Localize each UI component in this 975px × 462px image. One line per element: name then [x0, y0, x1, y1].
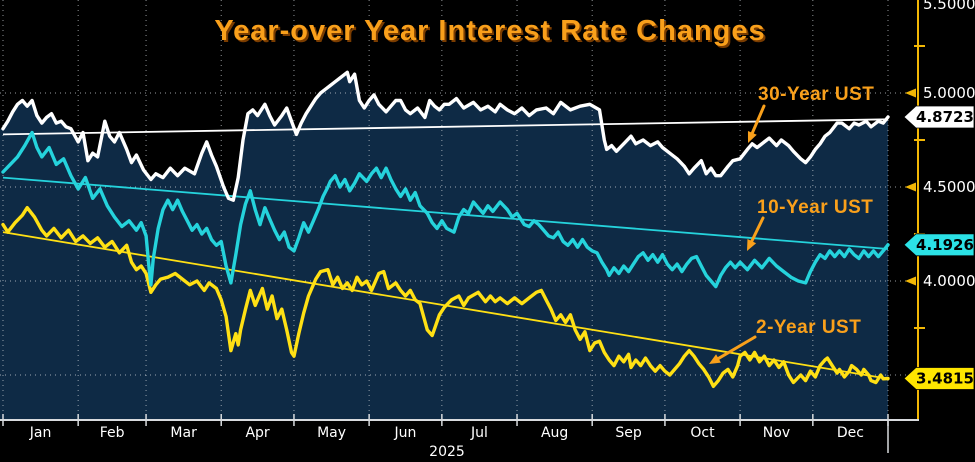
value-badge-10-year-ust [903, 233, 975, 257]
annotation-arrow-line [750, 104, 766, 135]
y-tick-label: 4.0000 [923, 272, 975, 290]
x-month-label: Jun [394, 425, 417, 441]
annotation-arrow-head-icon [709, 354, 721, 364]
y-tick-arrow-icon [905, 88, 916, 98]
value-badge-30-year-ust [903, 105, 975, 129]
trendline-30-year-ust [2, 118, 889, 136]
value-badge-2-year-ust [903, 367, 975, 390]
y-tick-label: 5.0000 [923, 84, 975, 102]
annotation-arrow-line [750, 216, 765, 243]
y-tick-label: 4.5000 [923, 178, 975, 196]
x-month-label: Mar [170, 425, 197, 441]
y-tick-label: 5.5000 [923, 0, 975, 13]
x-month-label: May [317, 425, 346, 441]
annotation-arrow-head-icon [747, 239, 757, 251]
y-tick-arrow-icon [905, 182, 916, 192]
series-line-30-year-ust [1, 70, 890, 202]
x-month-label: Apr [245, 425, 269, 441]
value-badge-label: 4.1926 [916, 236, 974, 254]
x-month-label: Jul [470, 425, 488, 441]
x-month-label: Sep [615, 425, 642, 441]
y-tick-arrow-icon [905, 276, 916, 286]
x-axis-year-label: 2025 [429, 444, 465, 460]
x-month-label: Nov [763, 425, 790, 441]
x-axis: Jan Feb Mar Apr May Jun Jul Aug Sep Oct Nov Dec [0, 414, 919, 453]
value-badges: 4.8723 4.1926 3.4815 [903, 105, 975, 390]
annotation-arrow-head-icon [747, 130, 757, 143]
annotation-label-2-year-ust: 2-Year UST [756, 317, 861, 338]
x-month-label: Jan [29, 425, 52, 441]
value-badge-label: 4.8723 [916, 108, 974, 126]
chart-title: Year-over Year Interest Rate Changes [214, 15, 765, 47]
series-layer [1, 70, 890, 388]
area-fill-layer [0, 72, 888, 421]
trendline-10-year-ust [2, 176, 889, 250]
series-line-2-year-ust [1, 206, 890, 388]
x-month-label: Aug [541, 425, 568, 441]
x-month-label: Dec [837, 425, 864, 441]
annotations: 30-Year UST 10-Year UST 2-Year UST [709, 84, 874, 364]
annotation-label-30-year-ust: 30-Year UST [758, 84, 874, 105]
annotation-label-10-year-ust: 10-Year UST [757, 197, 873, 218]
series-line-10-year-ust [1, 130, 890, 289]
annotation-arrow-line [716, 335, 757, 360]
value-badge-label: 3.4815 [916, 369, 974, 387]
y-axis: 5.5000 5.0000 4.5000 4.0000 [905, 0, 975, 421]
x-month-label: Oct [690, 425, 715, 441]
x-month-label: Feb [100, 425, 125, 441]
area-fill-30y [0, 72, 888, 421]
